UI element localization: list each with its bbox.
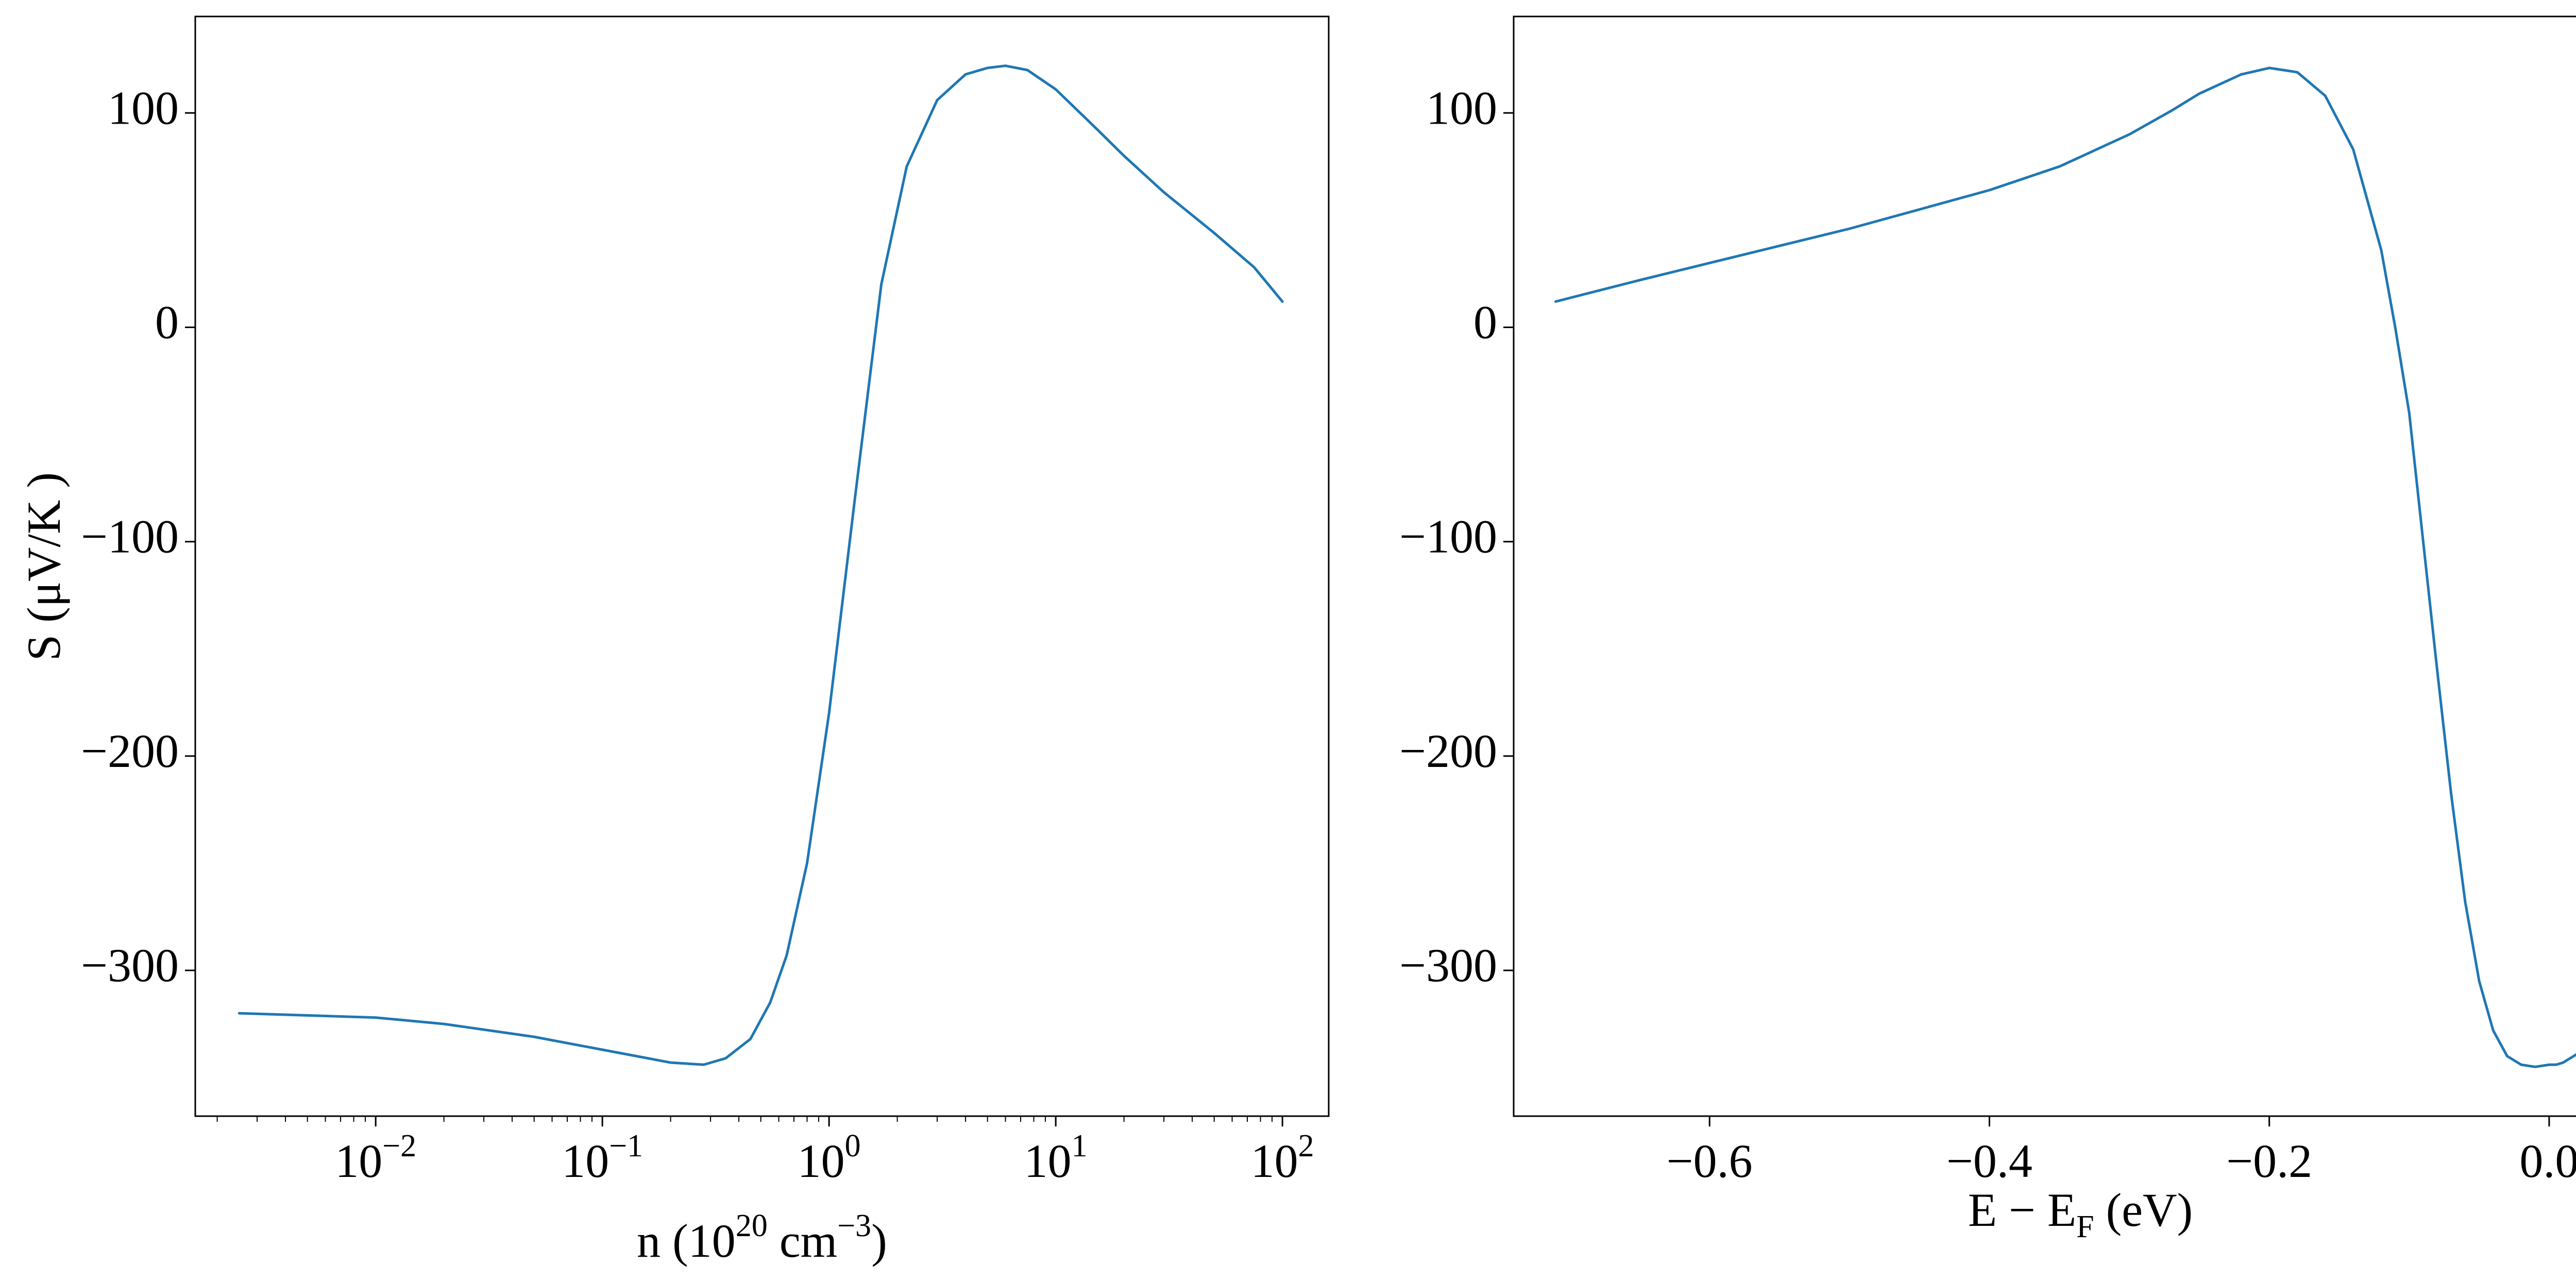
right-y-tick-label: −300 bbox=[1399, 939, 1497, 992]
right-x-tick-label: −0.2 bbox=[2226, 1135, 2312, 1187]
right-plot-frame bbox=[1513, 15, 2576, 1117]
right-plot: 100 0 −100 −200 −300 −0.6 −0.4 −0.2 0.0 E − EF … bbox=[1399, 15, 2576, 1244]
right-x-axis-label: E − EF (eV) bbox=[1968, 1184, 2193, 1244]
right-x-axis-ticks: −0.6 −0.4 −0.2 0.0 bbox=[1667, 1116, 2576, 1187]
left-plot-frame bbox=[194, 15, 1330, 1117]
left-x-tick-label: 101 bbox=[1024, 1129, 1088, 1187]
left-y-tick-label: −200 bbox=[81, 725, 179, 777]
right-series-line bbox=[1554, 66, 2576, 1068]
left-plot: 100 0 −100 −200 −300 10−2 10−1 100 101 102 S (μV… bbox=[18, 15, 1330, 1267]
left-x-tick-label: 102 bbox=[1251, 1129, 1314, 1187]
right-y-axis-ticks: 100 0 −100 −200 −300 bbox=[1399, 81, 1514, 992]
left-series-line bbox=[238, 64, 1284, 1066]
right-y-tick-label: −200 bbox=[1399, 725, 1497, 777]
left-x-axis-ticks: 10−2 10−1 100 101 102 bbox=[335, 1116, 1314, 1187]
left-y-tick-label: −300 bbox=[81, 939, 179, 992]
right-x-tick-label: −0.6 bbox=[1667, 1135, 1753, 1187]
left-y-axis-ticks: 100 0 −100 −200 −300 bbox=[81, 81, 195, 992]
right-y-tick-label: 0 bbox=[1473, 296, 1497, 349]
right-y-tick-label: −100 bbox=[1399, 510, 1497, 563]
left-x-axis-minor-ticks bbox=[216, 1116, 1273, 1122]
left-x-axis-label: n (1020 cm−3) bbox=[637, 1208, 887, 1267]
left-x-tick-label: 100 bbox=[798, 1129, 861, 1187]
left-y-tick-label: 100 bbox=[108, 81, 179, 134]
left-y-tick-label: −100 bbox=[81, 510, 179, 563]
left-x-tick-label: 10−2 bbox=[335, 1129, 416, 1187]
left-y-tick-label: 0 bbox=[155, 296, 179, 349]
left-y-axis-label: S (μV/K ) bbox=[18, 472, 70, 661]
right-x-tick-label: 0.0 bbox=[2519, 1135, 2576, 1187]
left-x-tick-label: 10−1 bbox=[562, 1129, 643, 1187]
right-x-tick-label: −0.4 bbox=[1946, 1135, 2032, 1187]
right-y-tick-label: 100 bbox=[1426, 81, 1497, 134]
